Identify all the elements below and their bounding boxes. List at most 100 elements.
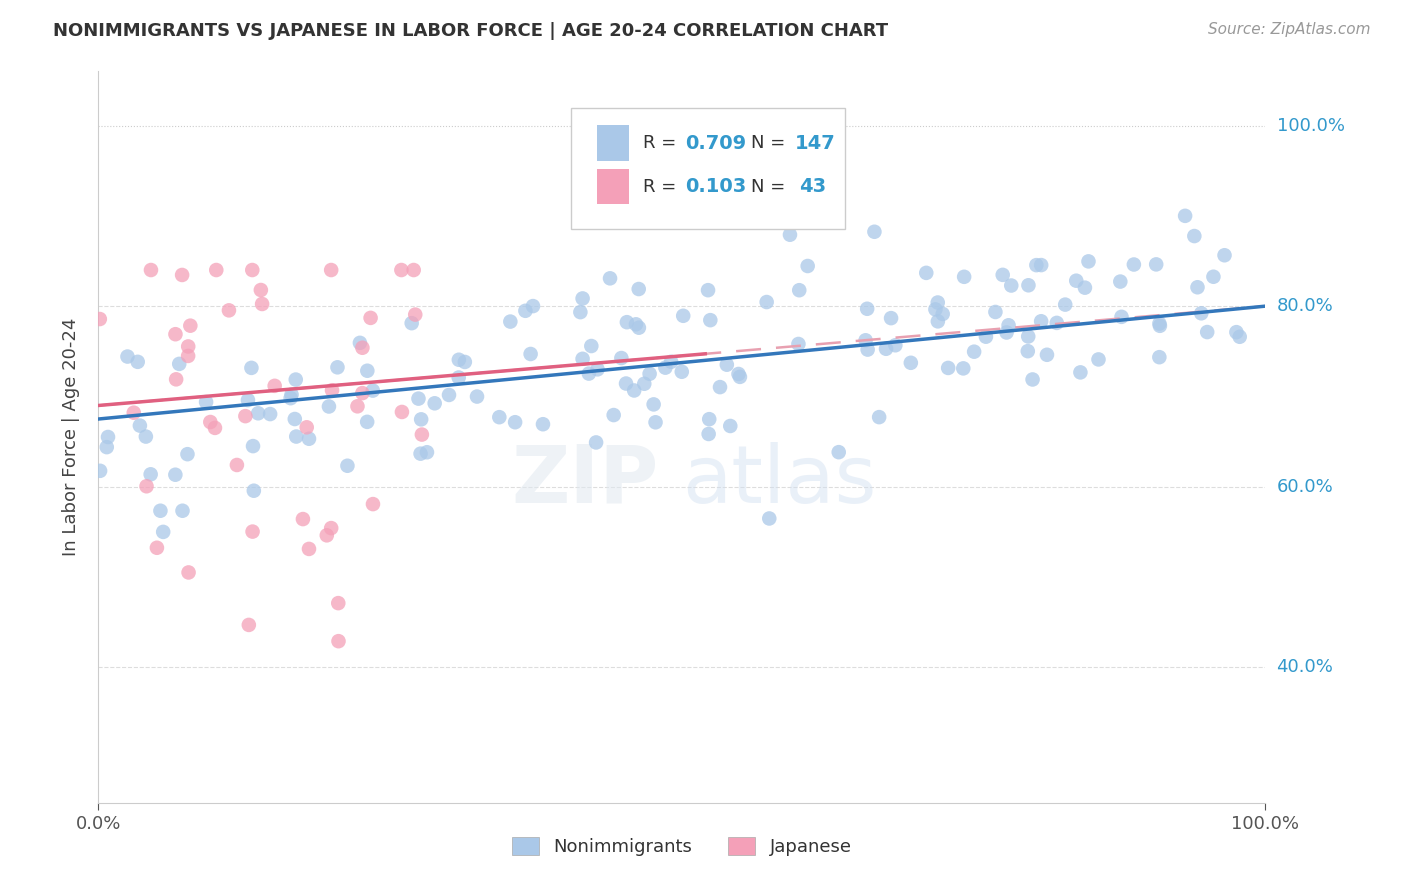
Point <box>984 305 1007 319</box>
Point <box>336 458 359 473</box>
Point <box>1189 306 1212 320</box>
Point <box>963 344 986 359</box>
Point <box>177 339 200 353</box>
Point <box>165 372 187 386</box>
Point <box>117 350 139 364</box>
Text: 0.103: 0.103 <box>685 178 747 196</box>
Point <box>863 225 886 239</box>
Point <box>779 227 801 242</box>
Point <box>927 314 949 328</box>
Point <box>177 566 200 580</box>
Point <box>953 269 976 284</box>
Point <box>585 435 607 450</box>
Point <box>321 521 343 535</box>
Text: 80.0%: 80.0% <box>1277 297 1333 315</box>
Text: R =: R = <box>644 178 682 196</box>
Point <box>352 386 374 401</box>
Point <box>672 309 695 323</box>
Point <box>404 308 426 322</box>
Point <box>654 360 676 375</box>
Point <box>927 295 949 310</box>
Point <box>1031 314 1053 328</box>
Point <box>172 504 194 518</box>
Point <box>409 447 432 461</box>
Point <box>326 360 349 375</box>
Text: Source: ZipAtlas.com: Source: ZipAtlas.com <box>1208 22 1371 37</box>
Point <box>165 327 187 342</box>
Point <box>758 511 780 525</box>
Bar <box>596 126 630 161</box>
Point <box>627 282 650 296</box>
Point <box>659 355 682 369</box>
Point <box>856 301 879 316</box>
Point <box>1149 350 1171 364</box>
Point <box>796 259 818 273</box>
Point <box>243 483 266 498</box>
FancyBboxPatch shape <box>571 108 845 228</box>
Point <box>89 464 111 478</box>
Point <box>644 415 666 429</box>
Point <box>97 430 120 444</box>
Point <box>139 467 162 482</box>
Point <box>284 373 307 387</box>
Point <box>997 318 1019 333</box>
Point <box>1031 258 1053 272</box>
Point <box>643 397 665 411</box>
Point <box>96 440 118 454</box>
Point <box>697 412 720 426</box>
Text: 147: 147 <box>796 134 835 153</box>
Point <box>263 379 285 393</box>
Point <box>259 407 281 421</box>
Point <box>884 338 907 352</box>
Point <box>280 391 302 405</box>
Text: 40.0%: 40.0% <box>1277 658 1333 676</box>
Point <box>1202 269 1225 284</box>
Point <box>1197 325 1219 339</box>
Point <box>238 618 260 632</box>
Point <box>522 299 544 313</box>
Point <box>152 524 174 539</box>
Point <box>1036 348 1059 362</box>
Point <box>391 405 413 419</box>
Point <box>236 392 259 407</box>
Point <box>1109 275 1132 289</box>
Point <box>402 263 425 277</box>
Point <box>531 417 554 432</box>
Point <box>624 318 647 332</box>
Point <box>995 326 1018 340</box>
Point <box>1017 344 1039 359</box>
Point <box>1017 329 1039 343</box>
Point <box>1144 257 1167 271</box>
Point <box>1021 372 1043 386</box>
Point <box>974 329 997 343</box>
Point <box>1017 278 1039 293</box>
Point <box>716 358 738 372</box>
Point <box>697 283 720 297</box>
Point <box>1077 254 1099 268</box>
Point <box>787 283 810 297</box>
Point <box>915 266 938 280</box>
Point <box>195 395 218 409</box>
Point <box>1074 280 1097 294</box>
Point <box>931 307 953 321</box>
Point <box>1054 297 1077 311</box>
Point <box>616 315 638 329</box>
Point <box>321 383 343 397</box>
Point <box>875 342 897 356</box>
Point <box>280 387 302 401</box>
Point <box>1069 365 1091 379</box>
Point <box>437 388 460 402</box>
Point <box>89 312 111 326</box>
Point <box>250 297 273 311</box>
Point <box>1025 258 1047 272</box>
Point <box>727 367 749 381</box>
Point <box>139 263 162 277</box>
Point <box>936 360 959 375</box>
Point <box>298 432 321 446</box>
Point <box>242 524 264 539</box>
Point <box>880 311 903 326</box>
Point <box>356 364 378 378</box>
Point <box>855 333 877 347</box>
Point <box>856 343 879 357</box>
Point <box>503 415 526 429</box>
